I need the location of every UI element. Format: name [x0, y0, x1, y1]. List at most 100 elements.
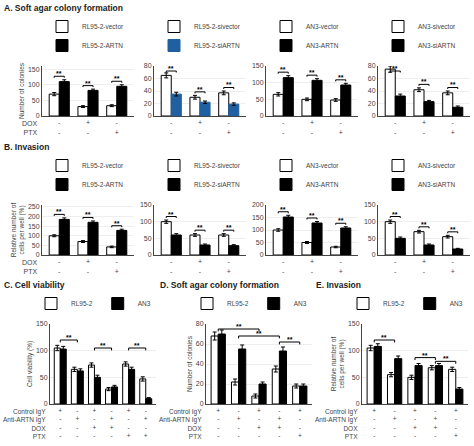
svg-text:**: **: [236, 323, 242, 330]
svg-text:RL95-2-ARTN: RL95-2-ARTN: [82, 181, 123, 188]
svg-text:50: 50: [368, 235, 376, 242]
svg-text:RL95-2-siARTN: RL95-2-siARTN: [194, 181, 240, 188]
svg-text:80: 80: [144, 62, 152, 69]
svg-text:**: **: [168, 65, 174, 72]
svg-text:**: **: [168, 211, 174, 218]
svg-text:60: 60: [144, 75, 152, 82]
svg-text:Relative number ofcells per we: Relative number ofcells per well (%): [10, 203, 26, 258]
svg-text:150: 150: [252, 214, 264, 221]
svg-text:Number of colonies: Number of colonies: [18, 62, 25, 119]
svg-text:+-: +-: [422, 258, 426, 274]
svg-text:50: 50: [256, 239, 264, 246]
svg-text:-+--: -+--: [75, 407, 79, 439]
svg-text:--: --: [170, 119, 173, 135]
svg-text:-+--: -+--: [237, 407, 241, 439]
svg-text:-++-: -++-: [433, 407, 437, 439]
svg-text:+-: +-: [86, 119, 90, 135]
svg-text:+-: +-: [198, 258, 202, 274]
svg-text:**: **: [85, 211, 91, 218]
svg-text:**: **: [392, 211, 398, 218]
svg-text:100: 100: [28, 232, 40, 239]
svg-text:-+: -+: [227, 258, 231, 274]
svg-text:+-: +-: [422, 119, 426, 135]
svg-text:**: **: [338, 217, 344, 224]
svg-text:RL95-2-vector: RL95-2-vector: [82, 162, 124, 169]
svg-text:0: 0: [148, 112, 152, 119]
svg-text:DOXPTX: DOXPTX: [22, 259, 38, 275]
svg-text:100: 100: [252, 79, 264, 86]
svg-text:AN3: AN3: [294, 300, 307, 307]
svg-text:**: **: [100, 342, 106, 349]
svg-text:-+: -+: [451, 258, 455, 274]
svg-text:0: 0: [36, 251, 40, 258]
svg-text:40: 40: [196, 360, 204, 367]
svg-text:-+: -+: [339, 258, 343, 274]
svg-text:+-: +-: [198, 119, 202, 135]
svg-text:0: 0: [260, 112, 264, 119]
svg-text:**: **: [114, 75, 120, 82]
svg-text:**: **: [381, 334, 387, 341]
svg-text:40: 40: [368, 87, 376, 94]
svg-text:**: **: [85, 80, 91, 87]
svg-text:100: 100: [36, 347, 48, 354]
svg-text:0: 0: [356, 400, 360, 407]
svg-text:150: 150: [252, 62, 264, 69]
svg-text:0: 0: [372, 112, 376, 119]
svg-text:60: 60: [368, 75, 376, 82]
svg-text:100: 100: [348, 347, 360, 354]
svg-text:--: --: [394, 119, 397, 135]
svg-text:-+--: -+--: [393, 407, 397, 439]
svg-text:Control IgYAnti-ARTN IgYDOXPTX: Control IgYAnti-ARTN IgYDOXPTX: [315, 408, 358, 440]
svg-text:-+: -+: [339, 119, 343, 135]
svg-text:AN3-vector: AN3-vector: [306, 162, 339, 169]
svg-text:**: **: [287, 336, 293, 343]
svg-text:200: 200: [252, 201, 264, 208]
svg-text:**: **: [66, 334, 72, 341]
svg-text:Number of colonies: Number of colonies: [186, 335, 193, 392]
svg-text:**: **: [197, 86, 203, 93]
svg-text:A. Soft agar colony formation: A. Soft agar colony formation: [4, 3, 123, 13]
svg-text:--: --: [58, 119, 61, 135]
svg-text:RL95-2: RL95-2: [383, 300, 405, 307]
svg-text:AN3-ARTN: AN3-ARTN: [306, 181, 339, 188]
svg-text:RL95-2-siARTN: RL95-2-siARTN: [194, 42, 240, 49]
svg-text:100: 100: [140, 218, 152, 225]
svg-text:+--+: +--+: [454, 407, 458, 439]
svg-text:+---: +---: [216, 407, 220, 439]
svg-text:DOXPTX: DOXPTX: [22, 120, 38, 136]
svg-text:AN3: AN3: [450, 300, 463, 307]
svg-text:-+-+: -+-+: [144, 407, 148, 439]
svg-text:**: **: [422, 352, 428, 359]
svg-text:50: 50: [256, 96, 264, 103]
svg-text:B. Invasion: B. Invasion: [4, 142, 49, 152]
svg-text:**: **: [256, 330, 262, 337]
svg-text:150: 150: [140, 201, 152, 208]
svg-text:0: 0: [36, 112, 40, 119]
svg-text:Relative number ofcells per we: Relative number ofcells per well (%): [330, 337, 346, 392]
svg-text:50: 50: [352, 374, 360, 381]
svg-text:60: 60: [196, 340, 204, 347]
svg-text:--: --: [170, 258, 173, 274]
svg-text:250: 250: [28, 203, 40, 210]
svg-text:+--+: +--+: [298, 407, 302, 439]
svg-text:0: 0: [148, 251, 152, 258]
svg-text:+---: +---: [58, 407, 62, 439]
svg-text:**: **: [450, 226, 456, 233]
svg-text:-++-: -++-: [277, 407, 281, 439]
svg-text:50: 50: [32, 97, 40, 104]
svg-text:RL95-2: RL95-2: [71, 300, 93, 307]
svg-text:RL95-2-vector: RL95-2-vector: [82, 23, 124, 30]
svg-text:RL95-2-sivector: RL95-2-sivector: [194, 23, 241, 30]
svg-text:**: **: [450, 81, 456, 88]
svg-text:--: --: [282, 119, 285, 135]
svg-text:150: 150: [364, 201, 376, 208]
svg-text:0: 0: [44, 400, 48, 407]
svg-text:**: **: [226, 224, 232, 231]
svg-text:**: **: [280, 206, 286, 213]
svg-text:+-: +-: [310, 258, 314, 274]
svg-text:50: 50: [32, 242, 40, 249]
svg-text:-+: -+: [115, 119, 119, 135]
svg-text:-+: -+: [451, 119, 455, 135]
svg-text:**: **: [56, 70, 62, 77]
svg-text:**: **: [338, 74, 344, 81]
